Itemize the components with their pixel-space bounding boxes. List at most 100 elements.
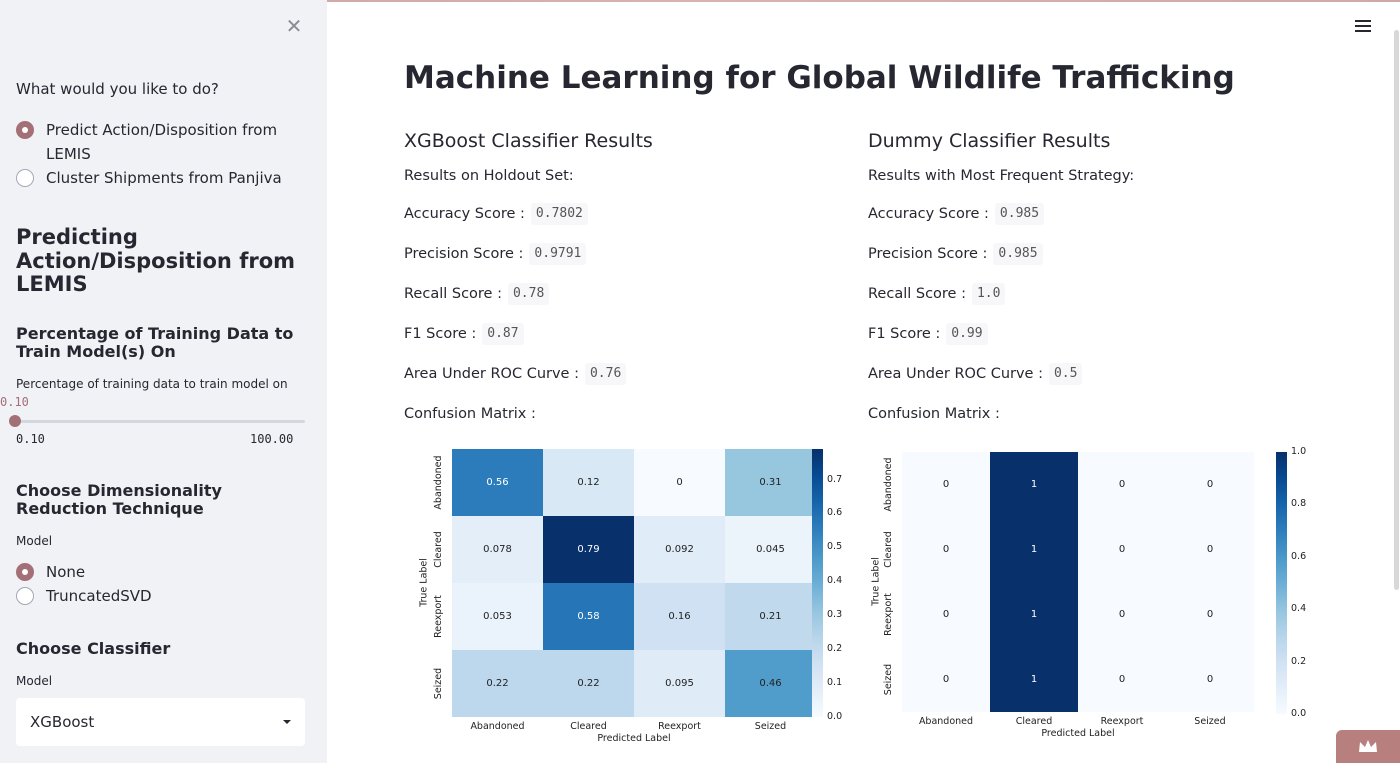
heatmap-cell: 0 [1166,517,1254,582]
deploy-button[interactable] [1336,730,1400,763]
training-data-header: Percentage of Training Data to Train Mod… [16,324,294,361]
metric-value: 0.985 [994,203,1045,225]
confusion-matrix-label: Confusion Matrix : [868,406,1000,422]
xgboost-results-column: XGBoost Classifier Results Results on Ho… [404,130,844,434]
x-tick-label: Reexport [658,721,701,732]
y-tick-label: Cleared [432,530,444,568]
radio-cluster-shipments[interactable]: Cluster Shipments from Panjiva [16,166,286,190]
dimred-header: Choose Dimensionality Reduction Techniqu… [16,481,222,518]
slider-min-value: 0.10 [16,432,45,446]
heatmap-cell: 0 [1078,452,1166,517]
heatmap-cell: 1 [990,582,1078,647]
heatmap-cell: 0 [902,582,990,647]
metric-row: Accuracy Score : 0.7802 [404,194,844,234]
sidebar: ✕ What would you like to do? Predict Act… [0,0,327,763]
dummy-header: Dummy Classifier Results [868,130,1111,152]
classifier-header: Choose Classifier [16,639,171,658]
y-axis-label: True Label [418,558,430,607]
heatmap-cell: 0.31 [725,449,816,516]
radio-label: Predict Action/Disposition from LEMIS [46,121,278,163]
radio-selected-icon[interactable] [16,121,34,139]
heatmap-cell: 0 [1166,452,1254,517]
heatmap-cell: 0 [1166,582,1254,647]
slider-handle[interactable] [9,415,21,427]
y-tick-label: Abandoned [882,456,894,512]
radio-predict-action[interactable]: Predict Action/Disposition from LEMIS [16,118,286,166]
metric-row: Recall Score : 0.78 [404,274,844,314]
y-tick-label: Reexport [432,594,444,638]
heatmap-cell: 0.16 [634,583,725,650]
heatmap-cell: 0.053 [452,583,543,650]
heatmap-cell: 0.22 [452,650,543,717]
colorbar-tick-label: 0.0 [827,711,843,722]
heatmap-cell: 1 [990,452,1078,517]
radio-unselected-icon[interactable] [16,587,34,605]
heatmap-cell: 0 [902,452,990,517]
metric-value: 0.9791 [529,243,587,265]
metric-label: Precision Score : [404,246,524,262]
chevron-down-icon [283,720,291,724]
metric-row: F1 Score : 0.87 [404,314,844,354]
heatmap-cell: 0.58 [543,583,634,650]
metric-label: Area Under ROC Curve : [868,366,1043,382]
metric-label: Accuracy Score : [404,206,525,222]
page-title: Machine Learning for Global Wildlife Tra… [404,60,1235,96]
radio-label: None [46,563,86,581]
colorbar-tick-label: 0.4 [827,575,843,587]
x-tick-label: Abandoned [470,721,525,732]
sidebar-section-title: Predicting Action/Disposition from LEMIS [16,225,295,296]
colorbar-tick-label: 0.7 [827,473,843,485]
heatmap-cell: 0.045 [725,516,816,583]
heatmap-cell: 0 [1078,517,1166,582]
metric-row: Precision Score : 0.9791 [404,234,844,274]
y-tick-label: Seized [432,667,444,699]
x-tick-label: Seized [1194,716,1226,727]
colorbar-tick-label: 0.2 [1291,655,1307,667]
close-sidebar-icon[interactable]: ✕ [285,14,303,38]
heatmap-cell: 0.078 [452,516,543,583]
x-tick-label: Cleared [1015,716,1053,727]
heatmap-cell: 0.21 [725,583,816,650]
colorbar [1276,452,1287,714]
colorbar-tick-label: 0.6 [827,507,843,519]
y-tick-label: Abandoned [432,454,444,510]
heatmap-cell: 0 [1078,647,1166,712]
metric-value: 1.0 [971,283,1006,305]
x-tick-label: Abandoned [918,716,974,727]
y-tick-label: Cleared [882,530,894,568]
radio-dimred-truncatedsvd[interactable]: TruncatedSVD [16,584,286,608]
radio-unselected-icon[interactable] [16,169,34,187]
hamburger-menu-icon[interactable] [1355,20,1371,34]
slider-track[interactable] [15,420,305,423]
dimred-model-label: Model [16,534,53,548]
heatmap-cell: 0.095 [634,650,725,717]
top-accent-line [0,0,1400,2]
metric-value: 0.99 [946,323,988,345]
slider-current-value: 0.10 [0,395,29,409]
colorbar-tick-label: 0.8 [1291,498,1307,510]
metric-value: 0.5 [1048,363,1083,385]
heatmap-cell: 0.092 [634,516,725,583]
xgboost-confusion-matrix: 0.56 0.12 0 0.31 0.078 0.79 0.092 0.045 0.053 0.5… [404,440,842,744]
metric-row: Area Under ROC Curve : 0.76 [404,354,844,394]
x-tick-label: Reexport [1100,716,1144,727]
metric-row: F1 Score : 0.99 [868,314,1308,354]
scrollbar[interactable] [1394,30,1399,590]
heatmap-cell: 0 [902,517,990,582]
colorbar-tick-label: 0.0 [1291,708,1307,719]
colorbar-tick-label: 0.4 [1291,603,1307,615]
x-tick-label: Cleared [570,721,607,732]
heatmap-cell: 0.12 [543,449,634,516]
confusion-matrix-label: Confusion Matrix : [404,406,536,422]
y-tick-label: Seized [882,663,894,695]
y-tick-label: Reexport [882,592,894,636]
classifier-select-value: XGBoost [30,713,95,731]
heatmap-cell: 0 [634,449,725,516]
xgboost-subtitle: Results on Holdout Set: [404,168,574,184]
slider-label: Percentage of training data to train mod… [16,377,288,391]
radio-dimred-none[interactable]: None [16,560,286,584]
classifier-select[interactable]: XGBoost [16,698,305,746]
metric-value: 0.87 [482,323,524,345]
colorbar-tick-label: 0.5 [827,541,843,553]
radio-selected-icon[interactable] [16,563,34,581]
